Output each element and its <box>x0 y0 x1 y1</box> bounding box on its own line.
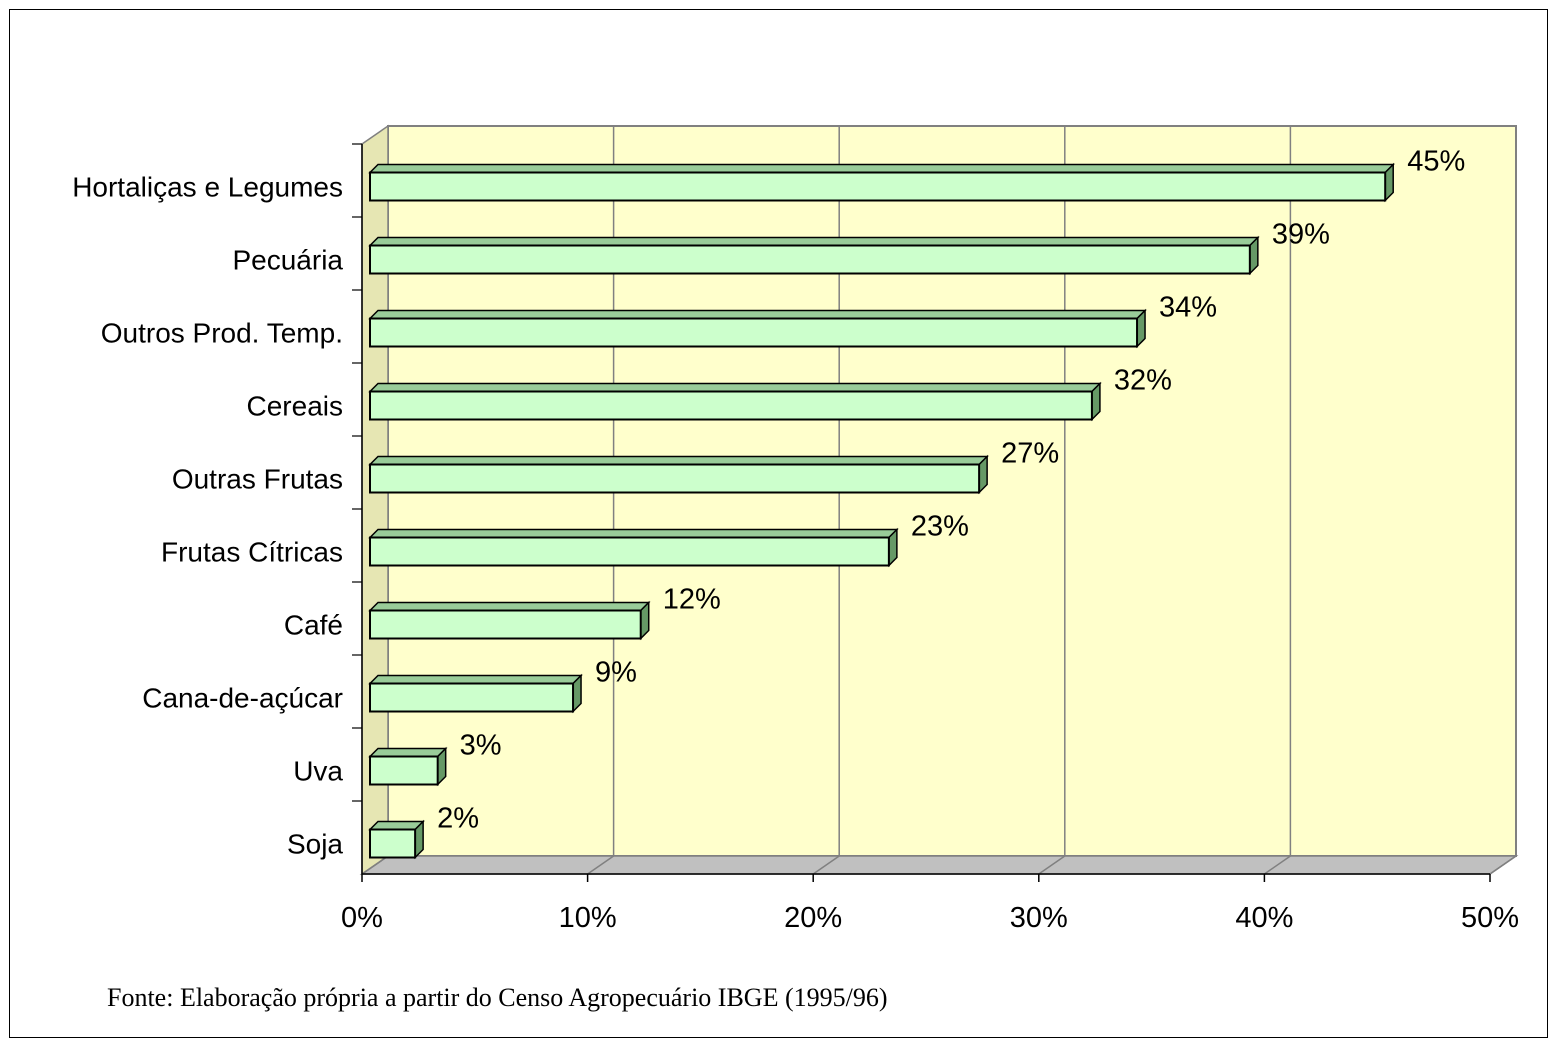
data-label: 45% <box>1407 146 1465 178</box>
bar <box>369 390 1093 421</box>
category-label: Soja <box>287 829 343 860</box>
x-tick-label: 0% <box>341 902 383 934</box>
x-tick-label: 10% <box>559 902 617 934</box>
x-tick-label: 50% <box>1461 902 1519 934</box>
floor-gridline <box>1263 855 1291 875</box>
data-label: 3% <box>460 730 502 762</box>
category-label: Outras Frutas <box>172 464 343 495</box>
bar <box>369 463 981 494</box>
source-note: Fonte: Elaboração própria a partir do Ce… <box>107 983 888 1012</box>
bar-top-face <box>368 601 651 612</box>
category-label: Frutas Cítricas <box>161 537 343 568</box>
x-tick-label: 30% <box>1010 902 1068 934</box>
bar-top-face <box>368 455 989 466</box>
x-tick-label: 40% <box>1235 902 1293 934</box>
bar <box>369 609 642 640</box>
bar <box>369 317 1139 348</box>
data-label: 34% <box>1159 292 1217 324</box>
category-label: Café <box>284 610 343 641</box>
bar-top-face <box>368 528 899 539</box>
x-tick-label: 20% <box>784 902 842 934</box>
data-label: 27% <box>1001 438 1059 470</box>
bar-top-face <box>368 236 1260 247</box>
data-label: 32% <box>1114 365 1172 397</box>
bar-top-face <box>368 382 1102 393</box>
bar <box>369 755 439 786</box>
bar-top-face <box>368 163 1396 174</box>
bar-top-face <box>368 309 1147 320</box>
floor-gridline <box>587 855 615 875</box>
bar <box>369 171 1387 202</box>
data-label: 39% <box>1272 219 1330 251</box>
plot-floor <box>359 855 1519 875</box>
bar-top-face <box>368 747 448 758</box>
floor-gridline <box>1489 855 1517 875</box>
bar <box>369 244 1251 275</box>
data-label: 23% <box>911 511 969 543</box>
data-label: 12% <box>663 584 721 616</box>
data-label: 9% <box>595 657 637 689</box>
data-label: 2% <box>437 803 479 835</box>
floor-gridline <box>812 855 840 875</box>
floor-gridline <box>1038 855 1066 875</box>
floor-gridline <box>361 855 389 875</box>
category-label: Cana-de-açúcar <box>142 683 343 714</box>
bar <box>369 828 417 859</box>
category-label: Hortaliças e Legumes <box>72 172 343 203</box>
category-label: Outros Prod. Temp. <box>101 318 343 349</box>
bar-top-face <box>368 820 425 831</box>
bar <box>369 536 890 567</box>
category-label: Uva <box>293 756 343 787</box>
bar-top-face <box>368 674 583 685</box>
category-label: Cereais <box>247 391 343 422</box>
category-label: Pecuária <box>232 245 343 276</box>
bar <box>369 682 575 713</box>
